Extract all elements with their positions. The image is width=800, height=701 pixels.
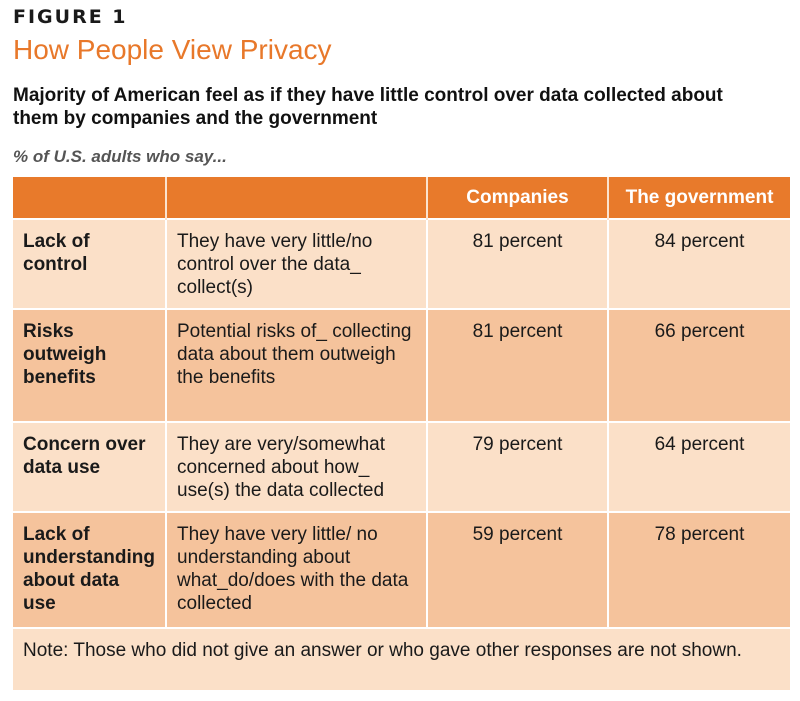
header-category [13,177,166,219]
table-header-row: Companies The government [13,177,790,219]
row-category: Concern over data use [13,422,166,512]
row-companies-value: 81 percent [426,309,608,422]
row-category: Lack of control [13,219,166,309]
table-note: Note: Those who did not give an answer o… [13,629,790,690]
row-government-value: 84 percent [607,219,790,309]
figure-subtitle: Majority of American feel as if they hav… [13,85,723,129]
row-description: They have very little/no control over th… [165,219,427,309]
row-companies-value: 79 percent [426,422,608,512]
row-companies-value: 81 percent [426,219,608,309]
row-government-value: 64 percent [607,422,790,512]
figure-label: FIGURE 1 [13,6,128,28]
table-row: Concern over data use They are very/some… [13,422,790,512]
figure-title: How People View Privacy [13,34,332,65]
row-category: Risks outweigh benefits [13,309,166,422]
header-government: The government [607,177,790,219]
row-description: They have very little/ no understanding … [165,512,427,627]
header-companies: Companies [426,177,608,219]
row-government-value: 78 percent [607,512,790,627]
table-row: Lack of understanding about data use The… [13,512,790,627]
row-category: Lack of understanding about data use [13,512,166,627]
header-description [165,177,427,219]
row-description: Potential risks of_ collecting data abou… [165,309,427,422]
row-companies-value: 59 percent [426,512,608,627]
row-government-value: 66 percent [607,309,790,422]
table-row: Risks outweigh benefits Potential risks … [13,309,790,422]
row-description: They are very/somewhat concerned about h… [165,422,427,512]
figure-caption: % of U.S. adults who say... [13,147,227,166]
table-row: Lack of control They have very little/no… [13,219,790,309]
privacy-table: Companies The government Lack of control… [13,177,790,627]
